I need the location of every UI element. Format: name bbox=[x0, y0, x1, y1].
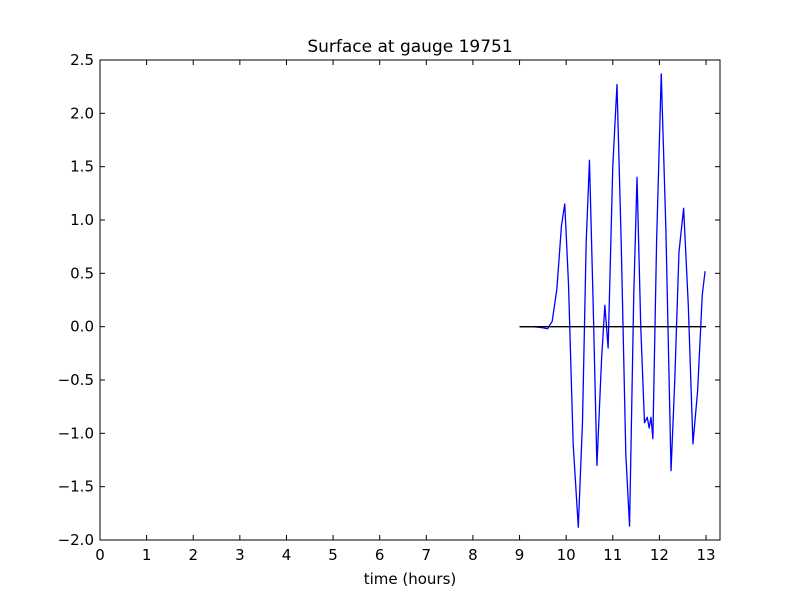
y-tick-label: −1.5 bbox=[58, 478, 94, 496]
x-tick-label: 9 bbox=[515, 546, 525, 564]
x-tick-label: 5 bbox=[328, 546, 338, 564]
x-tick-label: 11 bbox=[603, 546, 622, 564]
series-line-1 bbox=[519, 73, 706, 528]
y-tick-label: 2.5 bbox=[70, 51, 94, 69]
x-tick-label: 4 bbox=[282, 546, 292, 564]
y-tick-label: 2.0 bbox=[70, 104, 94, 122]
x-axis: 0 1 2 3 4 5 6 7 8 9 10 11 12 13 bbox=[95, 60, 716, 564]
series-layer bbox=[519, 73, 707, 528]
x-tick-label: 3 bbox=[235, 546, 245, 564]
x-tick-label: 7 bbox=[422, 546, 432, 564]
x-tick-label: 2 bbox=[188, 546, 198, 564]
plot-frame bbox=[99, 59, 721, 541]
y-tick-label: −2.0 bbox=[58, 531, 94, 549]
y-tick-label: 1.5 bbox=[70, 158, 94, 176]
x-tick-label: 1 bbox=[142, 546, 152, 564]
y-tick-label: 0.5 bbox=[70, 264, 94, 282]
chart-title: Surface at gauge 19751 bbox=[307, 37, 512, 57]
y-axis: −2.0 −1.5 −1.0 −0.5 0.0 0.5 1.0 1.5 2.0 2.5 bbox=[58, 51, 720, 549]
y-tick-label: 0.0 bbox=[70, 318, 94, 336]
y-tick-label: −0.5 bbox=[58, 371, 94, 389]
x-tick-label: 6 bbox=[375, 546, 385, 564]
y-tick-label: −1.0 bbox=[58, 424, 94, 442]
x-tick-label: 12 bbox=[650, 546, 669, 564]
x-axis-label: time (hours) bbox=[364, 570, 457, 588]
x-tick-label: 10 bbox=[557, 546, 576, 564]
x-tick-label: 13 bbox=[696, 546, 715, 564]
x-tick-label: 0 bbox=[95, 546, 105, 564]
y-tick-label: 1.0 bbox=[70, 211, 94, 229]
x-tick-label: 8 bbox=[468, 546, 478, 564]
